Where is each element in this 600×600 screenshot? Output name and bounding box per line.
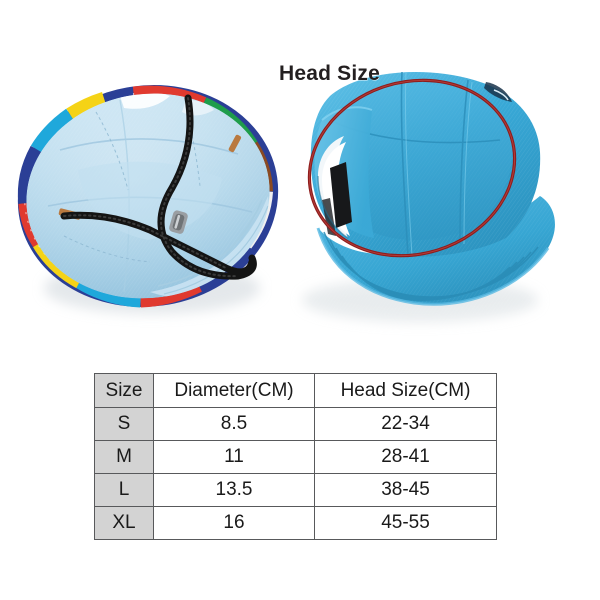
head-opening	[317, 136, 352, 239]
header-cell-diameter: Diameter(CM)	[153, 373, 315, 408]
cell-diameter: 13.5	[153, 473, 315, 507]
left-cap-photo	[17, 85, 280, 314]
header-cell-size: Size	[94, 373, 154, 408]
cell-diameter: 8.5	[153, 407, 315, 441]
cell-head-size: 28-41	[314, 440, 497, 474]
cell-head-size: 45-55	[314, 506, 497, 540]
strap-slider	[169, 210, 188, 234]
product-photo-area	[17, 71, 570, 322]
chin-strap	[60, 94, 257, 280]
table-header-row: Size Diameter(CM) Head Size(CM)	[94, 373, 497, 408]
cap-crown	[310, 71, 541, 257]
cell-diameter: 11	[153, 440, 315, 474]
header-cell-head-size: Head Size(CM)	[314, 373, 497, 408]
cell-diameter: 16	[153, 506, 315, 540]
product-photos-illustration	[17, 71, 570, 322]
table-row: XL 16 45-55	[94, 506, 497, 540]
cell-size: L	[94, 473, 154, 507]
table-row: L 13.5 38-45	[94, 473, 497, 507]
table-row: M 11 28-41	[94, 440, 497, 474]
cell-head-size: 38-45	[314, 473, 497, 507]
right-cap-photo	[302, 71, 570, 322]
size-chart-table: Size Diameter(CM) Head Size(CM) S 8.5 22…	[94, 373, 497, 540]
cell-size: S	[94, 407, 154, 441]
head-size-callout-label: Head Size	[279, 62, 381, 85]
size-chart-container: Size Diameter(CM) Head Size(CM) S 8.5 22…	[94, 373, 497, 540]
cell-size: XL	[94, 506, 154, 540]
table-row: S 8.5 22-34	[94, 407, 497, 441]
cell-size: M	[94, 440, 154, 474]
cell-head-size: 22-34	[314, 407, 497, 441]
head-size-annotation-ellipse	[307, 78, 517, 258]
